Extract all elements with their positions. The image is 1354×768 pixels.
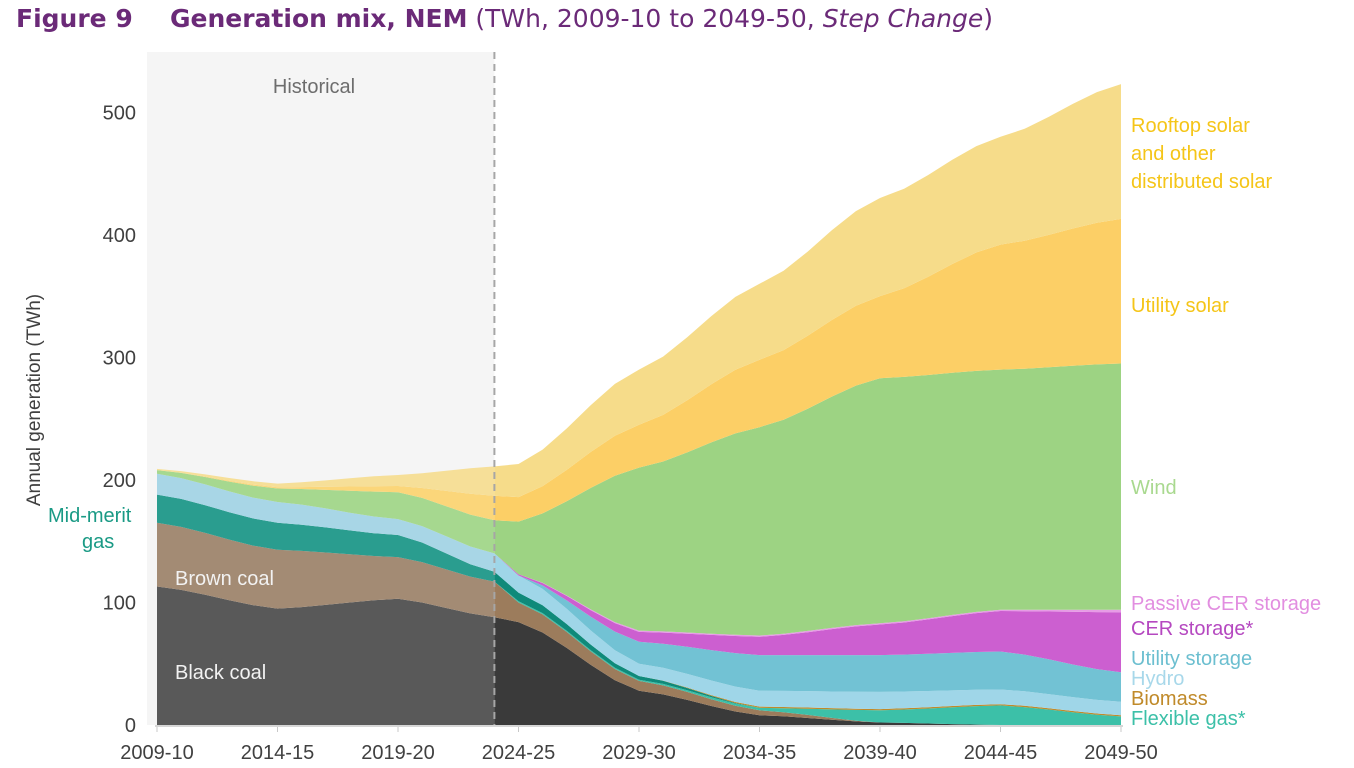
series-labels: Rooftop solar and other distributed solar U… — [48, 115, 1321, 730]
x-tick-label: 2049-50 — [1084, 742, 1157, 764]
y-tick-label: 300 — [103, 347, 136, 369]
x-tick-label: 2039-40 — [843, 742, 916, 764]
x-tick-label: 2044-45 — [964, 742, 1037, 764]
figure-number: Figure 9 — [16, 4, 133, 33]
series-label-utility-storage: Utility storage — [1131, 648, 1252, 670]
x-tick-label: 2009-10 — [120, 742, 193, 764]
series-label-wind: Wind — [1131, 477, 1177, 499]
chart-title: Generation mix, NEM — [170, 4, 468, 33]
series-label-biomass: Biomass — [1131, 688, 1208, 710]
area-flexible-gas-projected — [494, 581, 1121, 725]
area-mid-merit-gas-historical — [157, 494, 495, 582]
area-brown-coal-projected — [494, 581, 1121, 725]
area-utility-solar-projected — [494, 218, 1121, 522]
stacked-areas — [157, 84, 1121, 725]
area-wind-projected — [494, 363, 1121, 636]
x-tick-label: 2024-25 — [482, 742, 555, 764]
subtitle-suffix: ) — [983, 4, 994, 33]
series-label-rooftop-solar-and-other-distributed-solar: distributed solar — [1131, 171, 1273, 193]
area-black-coal-projected — [494, 617, 1121, 725]
x-tick-label: 2034-35 — [723, 742, 796, 764]
area-rooftop-solar-and-other-distributed-solar-projected — [494, 84, 1121, 498]
y-tick-label: 0 — [125, 715, 136, 737]
inner-label-black-coal: Black coal — [175, 662, 266, 684]
area-black-coal-historical — [157, 586, 495, 725]
series-label-mid-merit-gas: Mid-merit — [48, 505, 132, 527]
series-label-hydro: Hydro — [1131, 668, 1184, 690]
area-brown-coal-historical — [157, 522, 495, 618]
series-label-mid-merit-gas: gas — [82, 531, 114, 553]
y-tick-label: 100 — [103, 592, 136, 614]
y-tick-label: 500 — [103, 102, 136, 124]
figure-title: Figure 9 Generation mix, NEM (TWh, 2009-1… — [16, 4, 993, 33]
y-tick-label: 400 — [103, 225, 136, 247]
inner-label-brown-coal: Brown coal — [175, 568, 274, 590]
area-wind-historical — [157, 470, 495, 554]
series-label-rooftop-solar-and-other-distributed-solar: Rooftop solar — [1131, 115, 1250, 137]
series-label-rooftop-solar-and-other-distributed-solar: and other — [1131, 143, 1216, 165]
y-axis-ticks: 0 100 200 300 400 500 — [103, 102, 136, 737]
area-utility-solar-historical — [157, 470, 495, 521]
series-label-cer-storage: CER storage* — [1131, 618, 1253, 640]
x-tick-label: 2019-20 — [361, 742, 434, 764]
area-hydro-historical — [157, 473, 495, 572]
x-axis-ticks: 2009-10 2014-15 2019-20 2024-25 2029-30 2034-… — [120, 727, 1158, 764]
area-rooftop-solar-and-other-distributed-solar-historical — [157, 466, 495, 496]
area-cer-storage-projected — [494, 553, 1121, 673]
subtitle-scenario: Step Change — [822, 4, 984, 33]
series-label-utility-solar: Utility solar — [1131, 295, 1229, 317]
y-axis-label: Annual generation (TWh) — [24, 294, 45, 506]
historical-label: Historical — [273, 76, 355, 98]
area-hydro-projected — [494, 553, 1121, 716]
x-tick-label: 2029-30 — [602, 742, 675, 764]
chart-subtitle: (TWh, 2009-10 to 2049-50, Step Change) — [467, 4, 993, 33]
series-label-flexible-gas: Flexible gas* — [1131, 708, 1246, 730]
area-utility-storage-projected — [494, 553, 1121, 702]
area-mid-merit-gas-projected — [494, 571, 1121, 717]
y-tick-label: 200 — [103, 470, 136, 492]
series-label-passive-cer-storage: Passive CER storage — [1131, 593, 1321, 615]
x-tick-label: 2014-15 — [241, 742, 314, 764]
subtitle-prefix: (TWh, 2009-10 to 2049-50, — [467, 4, 823, 33]
